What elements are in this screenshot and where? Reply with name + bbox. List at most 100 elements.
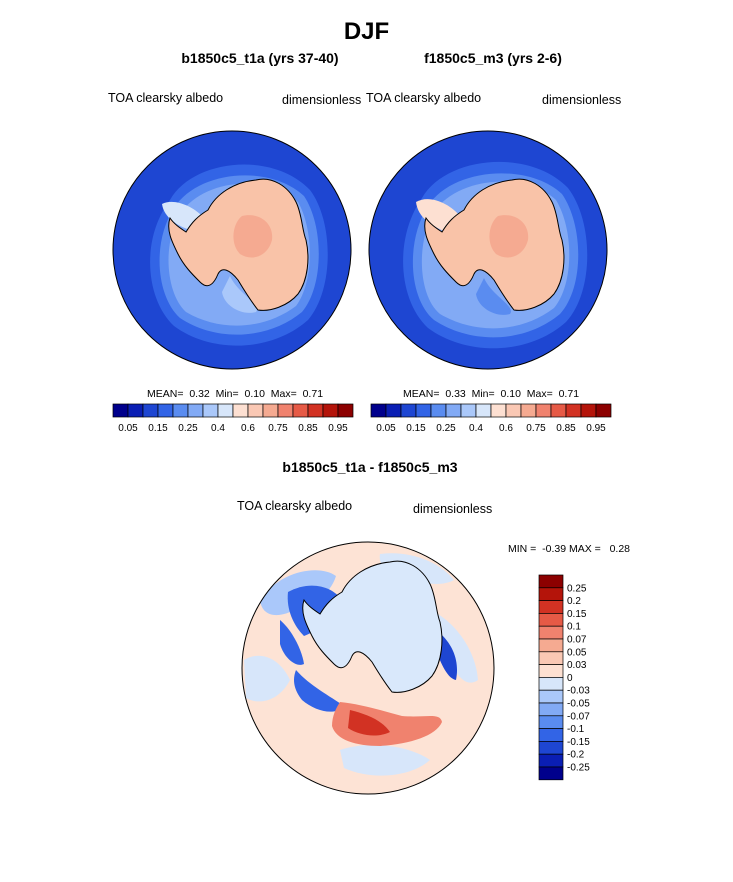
panel2-colorbar-tick-label: 0.15 [406,423,426,434]
panel3-ross-positive-core [348,710,390,736]
panel3-colorbar-box [538,651,564,665]
panel2-max-value: 0.71 [558,388,580,400]
panel3-colorbar-tick-label: -0.25 [567,763,590,774]
panel3-peninsula-negative [280,620,304,665]
panel2-polar-map [368,130,608,370]
panel3-colorbar-tick-label: 0.1 [567,622,581,633]
panel1-mean-value: 0.32 [189,388,210,400]
panel3-colorbar-tick-label: -0.15 [567,737,590,748]
panel1-colorbar-tick-label: 0.85 [298,423,318,434]
panel3-colorbar-box [538,753,564,768]
panel1-colorbar-tick-label: 0.25 [178,423,198,434]
panel1-colorbar-box [217,403,234,418]
panel1-colorbar-box [127,403,144,418]
panel3-antarctica-land [302,560,443,693]
panel1-variable-label: TOA clearsky albedo [108,91,224,105]
panel3-max-label: MAX = [569,543,601,555]
panel1-colorbar-box [262,403,279,418]
panel2-ross-ice [476,278,511,315]
panel2-colorbar-box [535,403,552,418]
panel3-colorbar-box [538,613,564,627]
panel1-colorbar-box [187,403,204,418]
panel3-colorbar-box [538,689,564,704]
panel3-colorbar-box [538,715,564,729]
panel2-colorbar-box [460,403,477,418]
panel3-colorbar-box [538,574,564,589]
panel1-polar-map [112,130,352,370]
panel2-south-america-tip [369,187,377,201]
panel3-colorbar-tick-label: 0.05 [567,647,587,658]
panel2-colorbar-box [445,403,462,418]
panel3-colorbar-box [538,625,564,640]
panel3-colorbar-box [538,702,564,717]
panel2-min-value: 0.10 [500,388,521,400]
panel2-min-label: Min= [471,388,495,400]
panel1-colorbar-box [112,403,129,418]
panel2-mean-label: MEAN= [403,388,440,400]
panel3-max-value: 0.28 [609,543,631,555]
panel1-title: b1850c5_t1a (yrs 37-40) [181,50,339,66]
panel1-colorbar: 0.05 0.15 0.25 0.4 0.6 0.75 0.85 0.95 [112,403,354,434]
panel1-colorbar-box [337,403,354,418]
panel3-polar-map [241,541,495,795]
panel2-colorbar-box [505,403,522,418]
panel3-colorbar-tick-label: 0.2 [567,596,581,607]
panel2-colorbar-box [385,403,402,418]
panel2-colorbar: 0.05 0.15 0.25 0.4 0.6 0.75 0.85 0.95 [370,403,612,434]
panel1-colorbar-tick-label: 0.95 [328,423,348,434]
panel1-units-label: dimensionless [282,93,362,107]
panel2-colorbar-box [565,403,582,418]
panel2-colorbar-box [475,403,492,418]
panel2-colorbar-tick-label: 0.05 [376,423,396,434]
panel1-colorbar-tick-label: 0.4 [211,423,225,434]
panel1-colorbar-tick-label: 0.15 [148,423,168,434]
panel1-min-label: Min= [215,388,239,400]
panel2-colorbar-tick-label: 0.4 [469,423,483,434]
panel2-colorbar-box [400,403,417,418]
panel1-colorbar-box [292,403,309,418]
panel2-stats: MEAN= 0.33 Min= 0.10 Max= 0.71 [403,388,579,400]
panel3-colorbar-box [538,638,564,653]
panel3-map-border [241,541,495,795]
panel3-colorbar-tick-label: -0.05 [567,699,590,710]
panel1-stats: MEAN= 0.32 Min= 0.10 Max= 0.71 [147,388,323,400]
panel2-colorbar-tick-label: 0.85 [556,423,576,434]
panel3-stats: MIN = -0.39 MAX = 0.28 [508,543,630,555]
panel1-colorbar-box [307,403,324,418]
panel3-colorbar-box [538,587,564,601]
panel1-colorbar-box [247,403,264,418]
panel1-map-border [112,130,352,370]
panel2-plateau-high-albedo [489,215,529,258]
panel1-colorbar-box [157,403,174,418]
panel3-colorbar-tick-label: 0.25 [567,583,587,594]
panel3-colorbar-box [538,677,564,691]
panel2-colorbar-box [490,403,507,418]
panel3-units-label: dimensionless [413,502,493,516]
panel3-colorbar-tick-label: 0.15 [567,609,587,620]
panel1-colorbar-box [202,403,219,418]
panel3-colorbar-box [538,600,564,614]
panel1-min-value: 0.10 [244,388,265,400]
panel1-colorbar-tick-label: 0.75 [268,423,288,434]
panel1-max-label: Max= [270,388,297,400]
panel3-colorbar-tick-label: 0.07 [567,635,587,646]
panel2-colorbar-tick-label: 0.75 [526,423,546,434]
page-title: DJF [343,18,390,45]
panel2-colorbar-box [415,403,432,418]
panel2-mean-value: 0.33 [445,388,466,400]
panel3-colorbar-tick-label: -0.03 [567,686,590,697]
panel1-colorbar-box [322,403,339,418]
panel1-colorbar-box [172,403,189,418]
panel2-colorbar-box [370,403,387,418]
panel3-colorbar-tick-label: -0.2 [567,750,585,761]
panel1-colorbar-box [232,403,249,418]
panel3-colorbar-box [538,741,564,755]
panel2-variable-label: TOA clearsky albedo [366,91,482,105]
panel2-colorbar-tick-label: 0.25 [436,423,456,434]
panel3-colorbar-box [538,664,564,678]
panel3-min-value: -0.39 [542,543,567,555]
panel2-colorbar-box [550,403,567,418]
panel2-colorbar-box [595,403,612,418]
panel3-colorbar-tick-label: 0.03 [567,660,587,671]
panel2-colorbar-tick-label: 0.95 [586,423,606,434]
